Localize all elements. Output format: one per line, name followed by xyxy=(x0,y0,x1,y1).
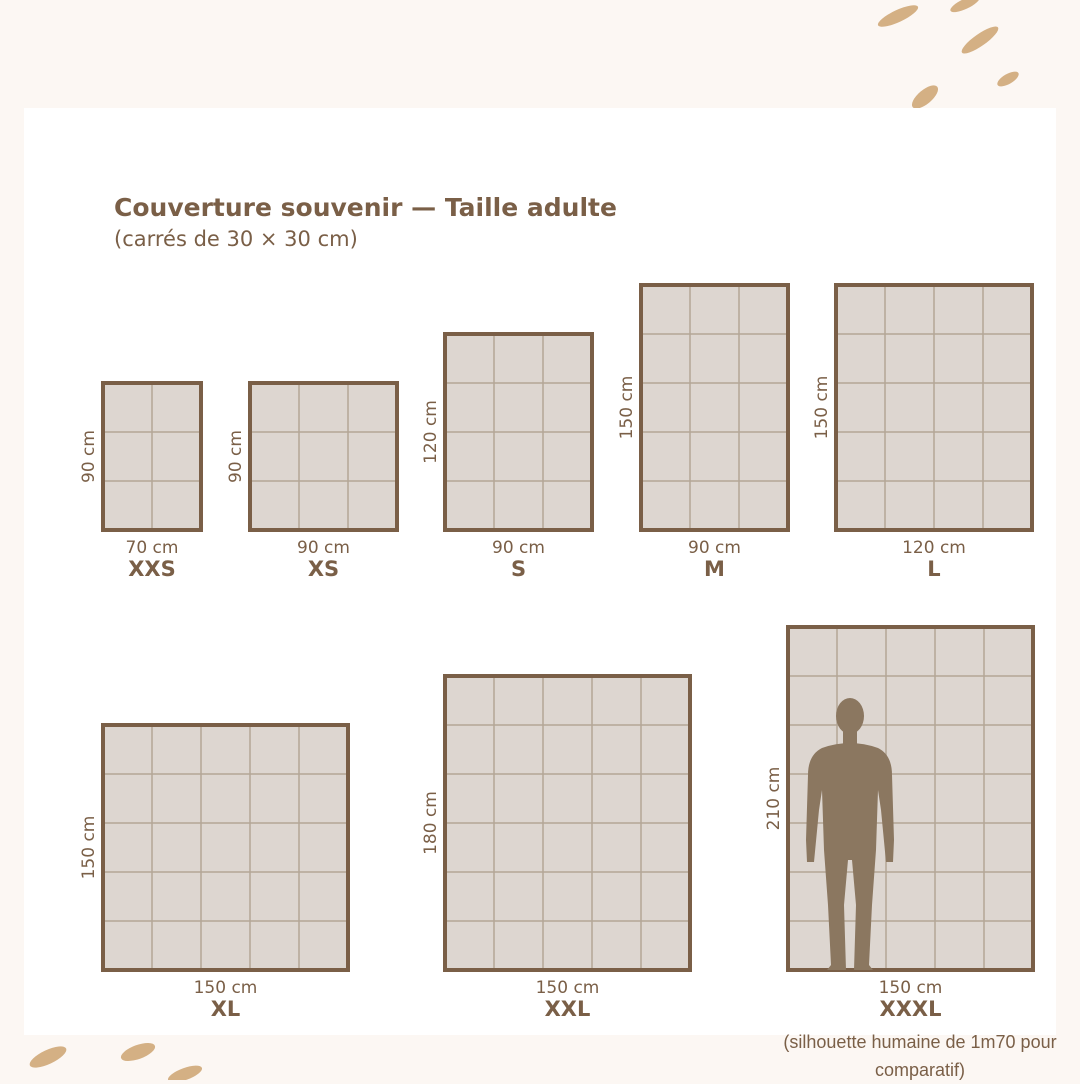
blanket-border xyxy=(101,381,203,532)
blanket-border xyxy=(443,674,692,972)
size-name: S xyxy=(511,557,526,581)
width-label: 90 cm xyxy=(688,538,741,558)
height-label: 90 cm xyxy=(226,430,246,483)
size-name: XXXL xyxy=(880,997,942,1021)
decoration xyxy=(29,0,1019,1080)
title: Couverture souvenir — Taille adulte xyxy=(114,193,617,222)
subtitle: (carrés de 30 × 30 cm) xyxy=(114,227,358,251)
size-name: XXL xyxy=(545,997,591,1021)
blanket-border xyxy=(443,332,594,532)
width-label: 120 cm xyxy=(902,538,966,558)
width-label: 150 cm xyxy=(536,978,600,998)
blanket-border xyxy=(639,283,790,532)
blanket-border xyxy=(834,283,1034,532)
blanket-border xyxy=(101,723,350,972)
height-label: 150 cm xyxy=(617,376,637,440)
height-label: 210 cm xyxy=(764,767,784,831)
width-label: 150 cm xyxy=(879,978,943,998)
height-label: 120 cm xyxy=(421,400,441,464)
note: (silhouette humaine de 1m70 pour compara… xyxy=(783,1032,1057,1080)
silhouette xyxy=(806,698,894,970)
size-name: L xyxy=(927,557,940,581)
width-label: 90 cm xyxy=(492,538,545,558)
blanket-border xyxy=(248,381,399,532)
size-name: XL xyxy=(211,997,241,1021)
blanket xyxy=(641,285,788,530)
height-label: 150 cm xyxy=(79,816,99,880)
size-name: XS xyxy=(308,557,339,581)
blanket xyxy=(103,725,348,970)
height-label: 150 cm xyxy=(812,376,832,440)
width-label: 70 cm xyxy=(126,538,179,558)
blanket-border xyxy=(786,625,1035,972)
height-label: 180 cm xyxy=(421,791,441,855)
size-name: XXS xyxy=(128,557,176,581)
width-label: 150 cm xyxy=(194,978,258,998)
size-name: M xyxy=(704,557,725,581)
width-label: 90 cm xyxy=(297,538,350,558)
blanket xyxy=(250,383,397,530)
height-label: 90 cm xyxy=(79,430,99,483)
